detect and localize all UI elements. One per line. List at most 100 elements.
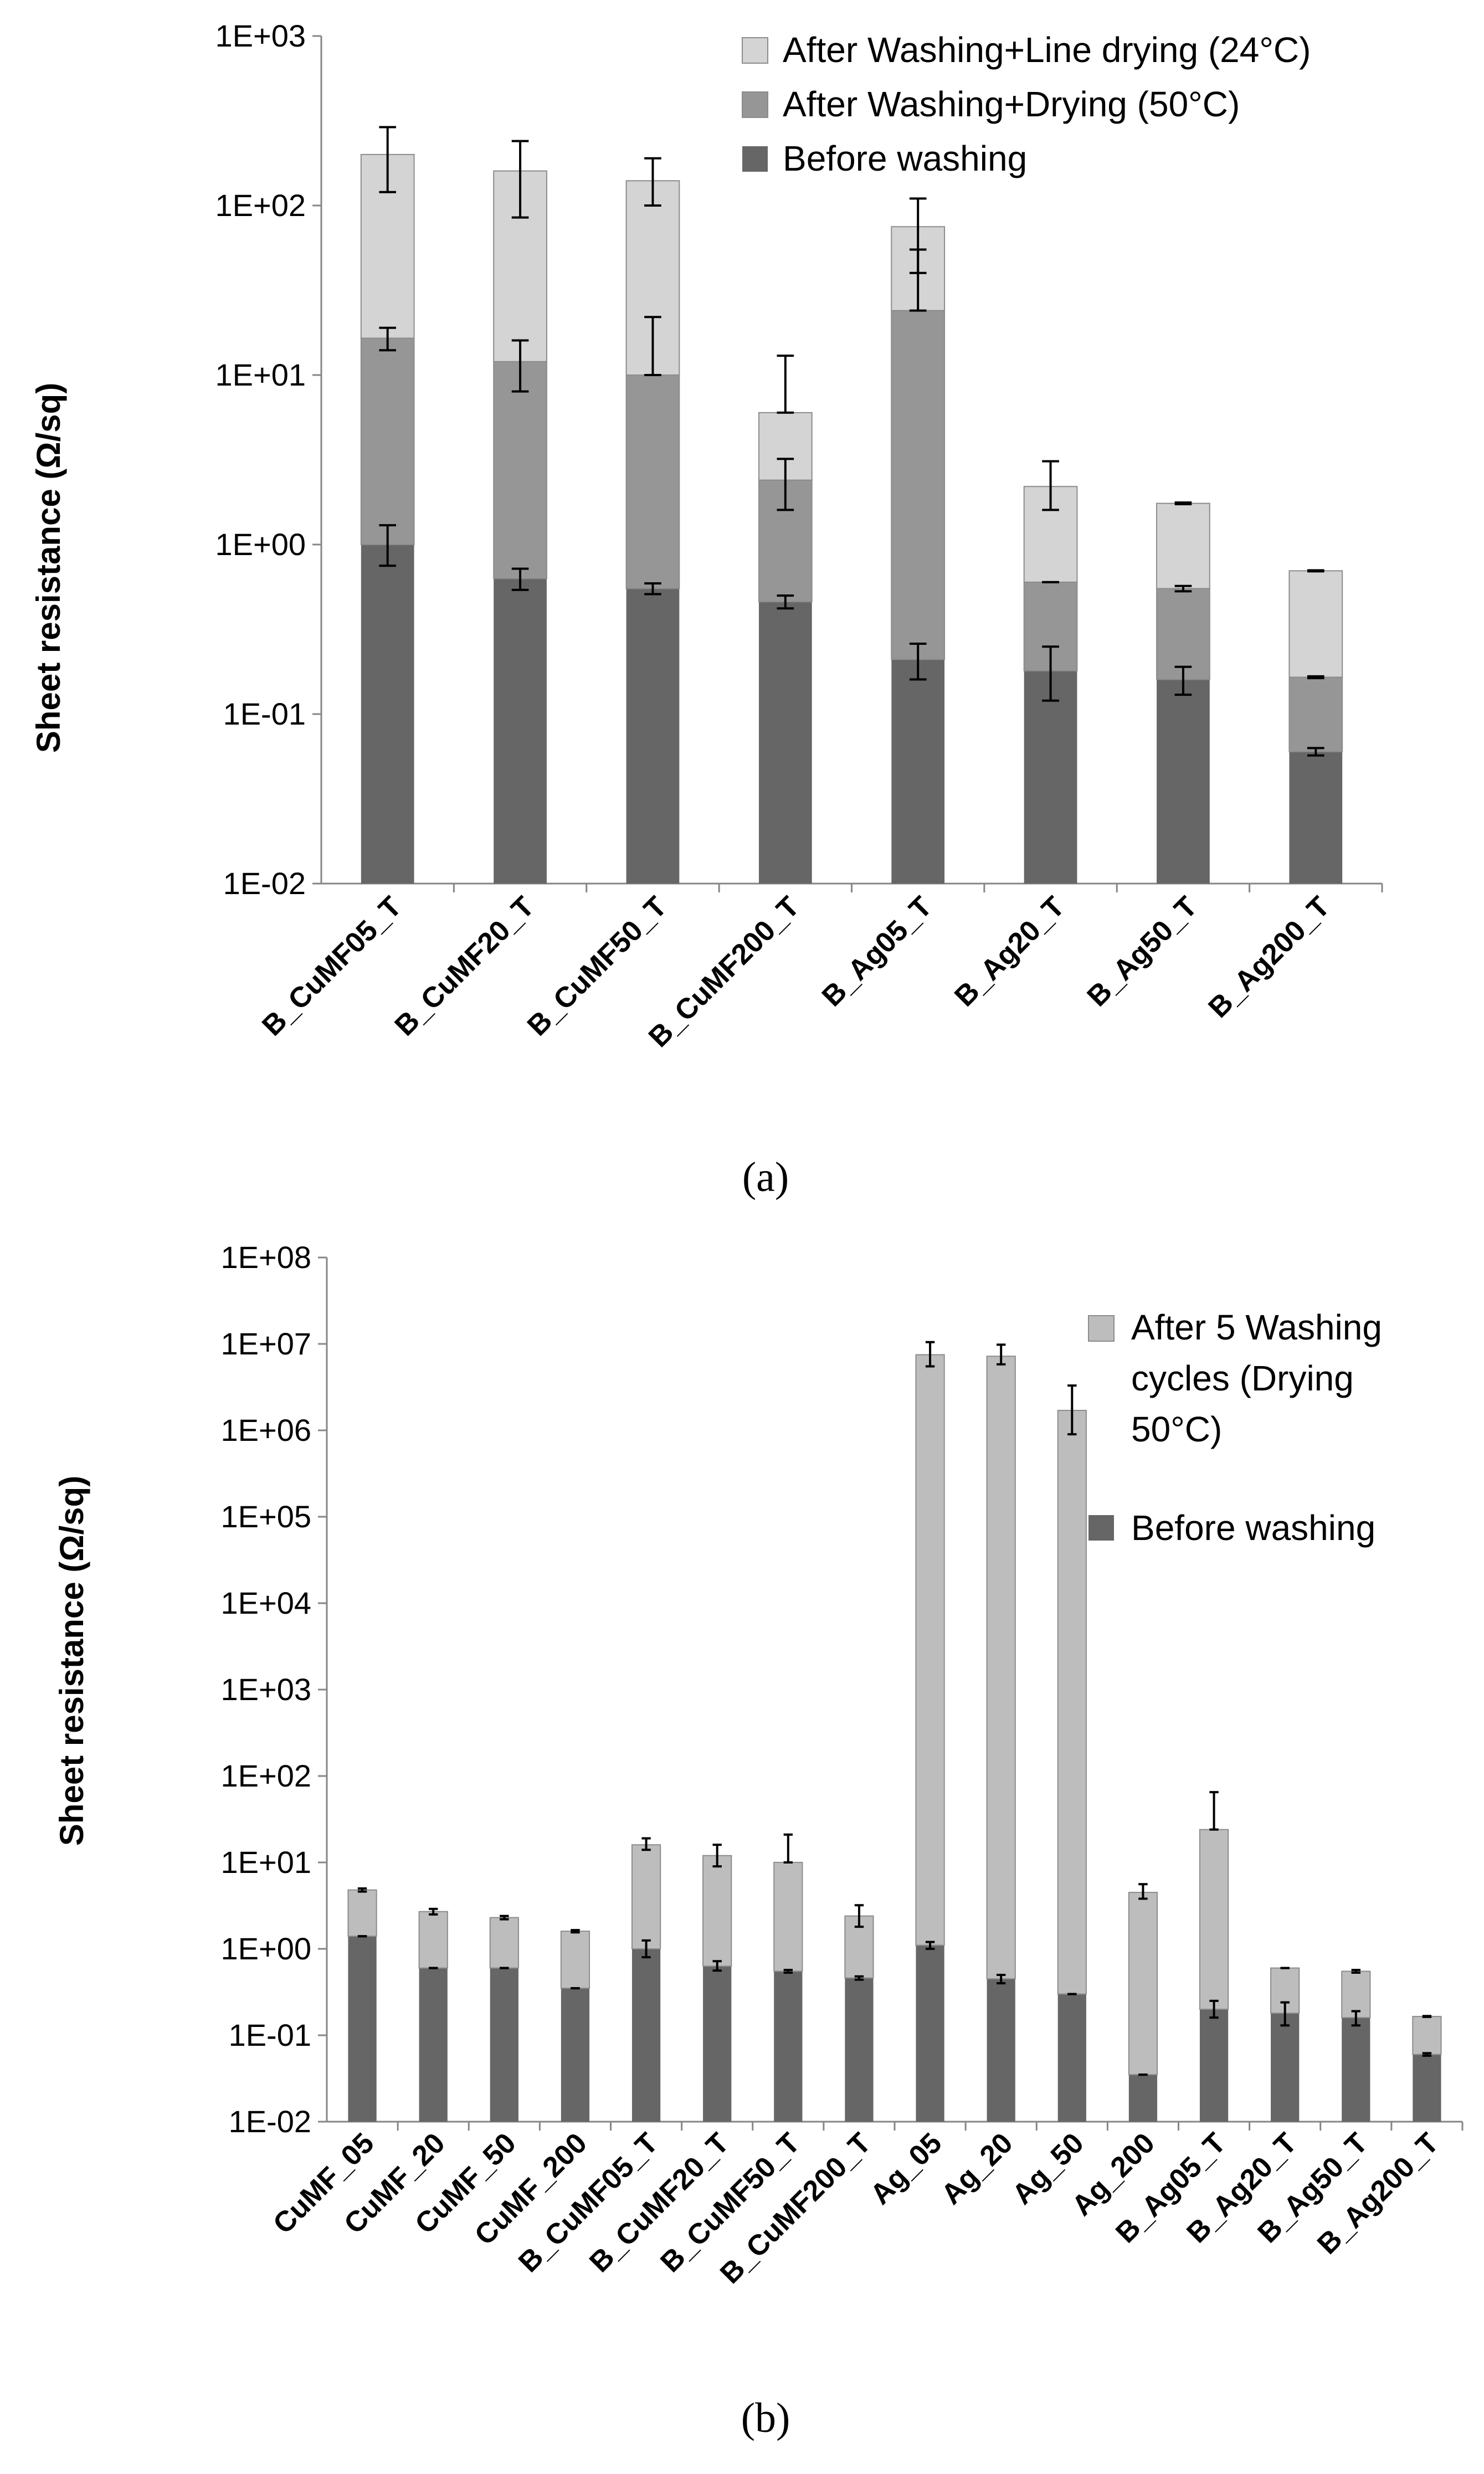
error-bars-a	[379, 126, 1324, 757]
bar-B_CuMF05_T-base	[631, 1949, 661, 2122]
legend-swatch-after-5-washing	[1088, 1315, 1115, 1342]
bar-B_Ag20_T-base	[1024, 670, 1077, 884]
y-tick-label: 1E+03	[215, 18, 306, 53]
bar-B_Ag200_T-seg1	[1288, 676, 1343, 752]
y-tick-label: 1E+08	[221, 1240, 312, 1275]
bar-B_CuMF200_T-base	[845, 1978, 874, 2122]
bar-Ag_50-base	[1057, 1994, 1086, 2122]
bar-B_CuMF05_T-seg1	[631, 1844, 661, 1949]
bar-B_Ag20_T-base	[1271, 2013, 1300, 2122]
bar-B_Ag50_T-seg2	[1156, 502, 1210, 589]
y-tick-label: 1E+01	[221, 1845, 312, 1880]
bar-B_CuMF50_T-base	[626, 588, 680, 884]
x-tick-label: Ag_20	[935, 2127, 1019, 2210]
y-tick-label: 1E-02	[229, 2104, 311, 2139]
bar-B_Ag50_T-base	[1342, 2018, 1370, 2122]
y-axis-label-a: Sheet resistance (Ω/sq)	[30, 383, 67, 753]
bar-B_Ag200_T-base	[1289, 751, 1343, 884]
bar-B_Ag50_T-base	[1157, 679, 1210, 884]
bar-Ag_200-base	[1128, 2075, 1158, 2122]
legend-label-before-washing-b: Before washing	[1131, 1508, 1375, 1548]
caption-a: (a)	[742, 1154, 789, 1200]
bar-Ag_05-seg1	[915, 1354, 945, 1946]
y-axis-b: 1E-02 1E-01 1E+00 1E+01 1E+02 1E+03 1E+04 1E+05…	[221, 1240, 1464, 2139]
bar-B_CuMF20_T-seg1	[702, 1855, 732, 1967]
x-tick-label: B_CuMF05_T	[256, 890, 408, 1042]
error-bars-b	[357, 1341, 1432, 2076]
y-tick-label: 1E-02	[223, 866, 306, 901]
legend-label-before-washing-a: Before washing	[783, 138, 1027, 178]
bar-CuMF_200-seg1	[560, 1931, 590, 1989]
bar-Ag_50-seg1	[1057, 1410, 1087, 1995]
bars-a	[360, 153, 1343, 884]
y-tick-label: 1E+06	[221, 1413, 312, 1448]
x-tick-label: B_CuMF20_T	[389, 890, 541, 1042]
bar-B_CuMF50_T-seg1	[625, 374, 680, 589]
bar-B_Ag200_T-base	[1413, 2054, 1441, 2122]
y-tick-label: 1E-01	[229, 2018, 311, 2052]
legend-label-line-drying: After Washing+Line drying (24°C)	[783, 30, 1311, 70]
legend-swatch-before-washing-a	[742, 146, 768, 172]
y-tick-label: 1E+03	[221, 1672, 312, 1707]
y-tick-label: 1E+00	[221, 1931, 312, 1966]
y-tick-label: 1E+05	[221, 1499, 312, 1534]
bar-B_Ag05_T-seg1	[1199, 1829, 1229, 2010]
bar-B_Ag05_T-seg1	[891, 310, 946, 660]
legend-swatch-drying-50	[742, 91, 768, 118]
y-tick-label: 1E+02	[215, 188, 306, 223]
legend-swatch-line-drying	[742, 37, 768, 64]
y-axis-label-b: Sheet resistance (Ω/sq)	[53, 1476, 90, 1846]
bar-B_CuMF05_T-base	[361, 545, 414, 884]
bar-Ag_20-seg1	[986, 1356, 1016, 1980]
bar-B_CuMF50_T-base	[774, 1971, 803, 2122]
y-tick-label: 1E-01	[223, 696, 306, 731]
bar-CuMF_200-base	[561, 1988, 590, 2122]
chart-panel-a: Sheet resistance (Ω/sq) 1E-021E-011E+001…	[30, 18, 1383, 1200]
y-tick-label: 1E+01	[215, 357, 306, 392]
legend-label-after-5-washing: After 5 Washing cycles (Drying 50°C)	[1131, 1307, 1392, 1449]
legend-a: After Washing+Line drying (24°C) After W…	[742, 30, 1311, 178]
bar-B_Ag05_T-base	[1199, 2009, 1229, 2122]
bars-b	[347, 1354, 1442, 2122]
legend-swatch-before-washing-b	[1088, 1515, 1114, 1541]
y-tick-label: 1E+02	[221, 1758, 312, 1793]
caption-b: (b)	[741, 2395, 790, 2441]
y-axis-a: 1E-02 1E-01 1E+00 1E+01 1E+02 1E+03	[215, 18, 1383, 901]
bar-CuMF_50-base	[490, 1968, 518, 2122]
bar-Ag_05-base	[916, 1945, 944, 2122]
bar-Ag_20-base	[987, 1979, 1015, 2122]
chart-panel-b: Sheet resistance (Ω/sq) 1E-021E-011E+001…	[53, 1240, 1464, 2441]
y-tick-label: 1E+04	[221, 1585, 312, 1620]
y-tick-label: 1E+00	[215, 527, 306, 562]
x-tick-label: B_Ag20_T	[948, 890, 1071, 1013]
x-tick-labels-a: B_CuMF05_TB_CuMF20_TB_CuMF50_TB_CuMF200_…	[256, 890, 1336, 1054]
legend-line-3: 50°C)	[1131, 1409, 1222, 1449]
bar-B_CuMF05_T-seg1	[360, 337, 415, 545]
bar-B_CuMF200_T-base	[758, 602, 812, 884]
x-tick-label: B_Ag05_T	[816, 890, 938, 1013]
bar-CuMF_05-seg1	[347, 1889, 377, 1937]
bar-Ag_200-seg1	[1128, 1892, 1158, 2076]
legend-b: After 5 Washing cycles (Drying 50°C) Bef…	[1088, 1307, 1392, 1548]
legend-label-drying-50: After Washing+Drying (50°C)	[783, 84, 1240, 124]
x-tick-label: Ag_05	[864, 2127, 948, 2210]
x-tick-labels-b: CuMF_05CuMF_20CuMF_50CuMF_200B_CuMF05_TB…	[267, 2127, 1445, 2290]
bar-B_Ag200_T-seg2	[1288, 570, 1343, 678]
bar-B_CuMF20_T-base	[494, 578, 547, 884]
x-tick-label: B_Ag50_T	[1081, 890, 1204, 1013]
bar-B_CuMF50_T-seg1	[773, 1862, 803, 1972]
x-tick-label: B_Ag200_T	[1203, 890, 1336, 1024]
bar-CuMF_05-base	[348, 1936, 377, 2122]
bar-CuMF_20-seg1	[418, 1911, 448, 1969]
bar-CuMF_50-seg1	[489, 1917, 519, 1969]
legend-line-2: cycles (Drying	[1131, 1358, 1354, 1398]
legend-line-1: After 5 Washing	[1131, 1307, 1382, 1347]
x-tick-label: B_CuMF50_T	[521, 890, 673, 1042]
bar-B_Ag50_T-seg1	[1341, 1970, 1371, 2019]
y-tick-label: 1E+07	[221, 1326, 312, 1361]
bar-B_CuMF20_T-seg1	[493, 361, 547, 579]
bar-B_Ag200_T-seg1	[1412, 2016, 1442, 2055]
bar-B_Ag05_T-base	[891, 659, 945, 884]
bar-B_CuMF20_T-base	[703, 1966, 732, 2122]
